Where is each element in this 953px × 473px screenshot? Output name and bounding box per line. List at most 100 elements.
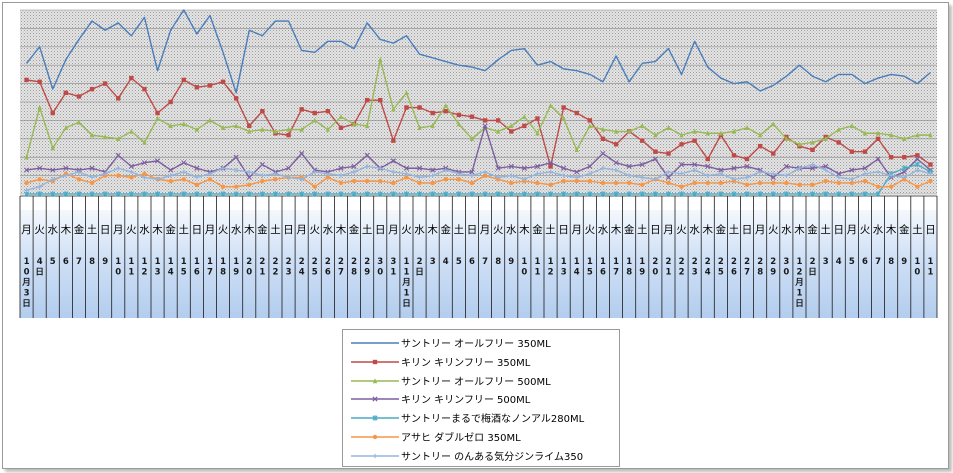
data-point [89, 132, 95, 138]
data-point [50, 167, 56, 173]
data-point [613, 160, 619, 166]
data-point [372, 377, 378, 383]
data-point [836, 191, 842, 197]
data-point [76, 94, 82, 99]
date-tick-label: 1 [259, 268, 265, 278]
date-tick-label: 2 [770, 257, 776, 267]
data-point [142, 139, 147, 145]
series-line [26, 163, 931, 195]
date-tick-label: 6 [325, 268, 331, 278]
data-point [351, 121, 357, 127]
weekday-tick-label: 日 [283, 224, 294, 236]
data-point [587, 191, 593, 197]
date-tick-label: 8 [220, 268, 226, 278]
data-point [757, 143, 763, 149]
date-tick-label: 0 [521, 268, 527, 278]
data-point [456, 171, 462, 176]
date-tick-label: 1 [233, 257, 239, 267]
weekday-tick-label: 日 [100, 224, 111, 236]
data-point [561, 165, 567, 171]
weekday-tick-label: 金 [165, 223, 176, 236]
date-tick-label: 1 [796, 289, 802, 299]
data-point [456, 191, 462, 197]
data-point [338, 180, 344, 186]
data-point [351, 178, 357, 184]
data-point [391, 169, 396, 175]
date-tick-label: 8 [89, 257, 95, 267]
data-point [535, 116, 540, 121]
data-point [76, 191, 82, 197]
data-point [37, 165, 43, 171]
legend-item: サントリーまるで梅酒なノンアル280ML [343, 409, 619, 427]
data-point [823, 163, 829, 169]
date-tick-label: 0 [24, 268, 30, 278]
data-point [823, 191, 829, 197]
data-point [666, 124, 671, 130]
date-tick-label: 1 [24, 257, 30, 267]
data-point [521, 191, 527, 197]
date-tick-label: 8 [888, 257, 894, 267]
date-tick-label: 1 [115, 257, 121, 267]
data-point [744, 163, 750, 169]
weekday-tick-label: 金 [74, 223, 85, 236]
data-point [862, 178, 868, 184]
weekday-tick-label: 水 [231, 224, 242, 236]
data-point [325, 191, 331, 197]
legend-item: アサヒ ダブルゼロ 350ML [343, 428, 619, 446]
data-point [181, 121, 186, 127]
date-tick-label: 1 [927, 268, 933, 278]
data-point [247, 123, 252, 129]
data-point [796, 191, 803, 197]
data-point [810, 162, 815, 167]
data-point [443, 177, 448, 182]
data-point [509, 129, 514, 134]
date-tick-label: 1 [639, 257, 645, 267]
data-point [416, 165, 423, 171]
series-line [26, 9, 931, 94]
legend-item: キリン キリンフリー 500ML [343, 390, 619, 408]
data-point [613, 180, 619, 186]
data-point [666, 151, 671, 156]
data-point [548, 164, 553, 169]
data-point [469, 136, 475, 141]
data-point [351, 163, 357, 169]
weekday-tick-label: 日 [558, 224, 569, 236]
data-point [784, 173, 789, 178]
series-group [24, 56, 933, 160]
data-point [508, 191, 514, 197]
data-point [692, 167, 697, 173]
date-tick-label: 4 [443, 257, 449, 267]
date-tick-label: 1 [168, 257, 174, 267]
data-point [875, 169, 881, 175]
data-point [574, 191, 580, 197]
weekday-tick-label: 土 [820, 223, 831, 236]
data-point [63, 124, 69, 130]
data-point [141, 160, 148, 166]
data-point [430, 191, 436, 197]
date-tick-label: 1 [796, 257, 802, 267]
data-point [679, 184, 684, 189]
data-point [902, 155, 907, 160]
data-point [181, 77, 186, 83]
legend-swatch [351, 359, 399, 364]
data-point [692, 138, 697, 143]
data-point [430, 167, 436, 173]
data-point [233, 96, 239, 101]
date-tick-label: 5 [312, 268, 318, 278]
data-point [495, 191, 501, 197]
data-point [430, 180, 435, 186]
data-point [372, 359, 378, 364]
data-point [24, 180, 29, 186]
date-tick-label: 1 [390, 268, 396, 278]
date-tick-label: 2 [548, 268, 554, 278]
data-point [849, 149, 855, 154]
data-point [888, 155, 894, 160]
data-point [797, 166, 802, 171]
data-point [50, 110, 55, 116]
data-point [809, 191, 816, 197]
data-point [561, 105, 566, 110]
data-point [220, 191, 226, 197]
data-point [784, 180, 789, 186]
date-tick-label: 1 [927, 257, 933, 267]
date-tick-label: 9 [233, 268, 239, 278]
